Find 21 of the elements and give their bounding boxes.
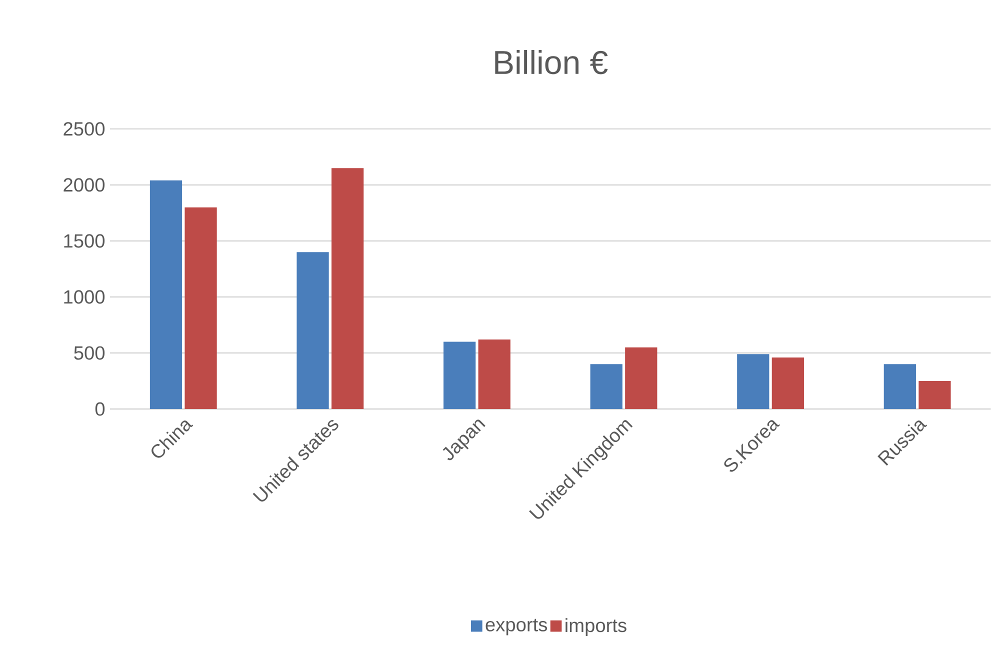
bar xyxy=(590,364,622,409)
bar xyxy=(332,168,364,409)
bar xyxy=(918,380,951,409)
y-tick-label: 0 xyxy=(95,402,105,416)
bar xyxy=(884,364,916,409)
bar xyxy=(150,180,182,409)
legend-label: imports xyxy=(566,618,626,636)
y-tick-label: 1000 xyxy=(64,290,105,304)
bar xyxy=(737,354,770,409)
y-tick-label: 500 xyxy=(74,346,105,360)
y-tick-label: 2500 xyxy=(64,122,105,136)
bar xyxy=(296,252,329,409)
chart-title: Billion € xyxy=(495,50,608,74)
y-tick-label: 2000 xyxy=(64,178,105,192)
bar xyxy=(625,347,658,409)
bar xyxy=(772,357,804,409)
bar xyxy=(184,207,217,409)
bar xyxy=(444,342,476,409)
y-tick-label: 1500 xyxy=(64,234,105,248)
bar xyxy=(478,339,510,409)
legend-label: exports xyxy=(486,618,548,636)
